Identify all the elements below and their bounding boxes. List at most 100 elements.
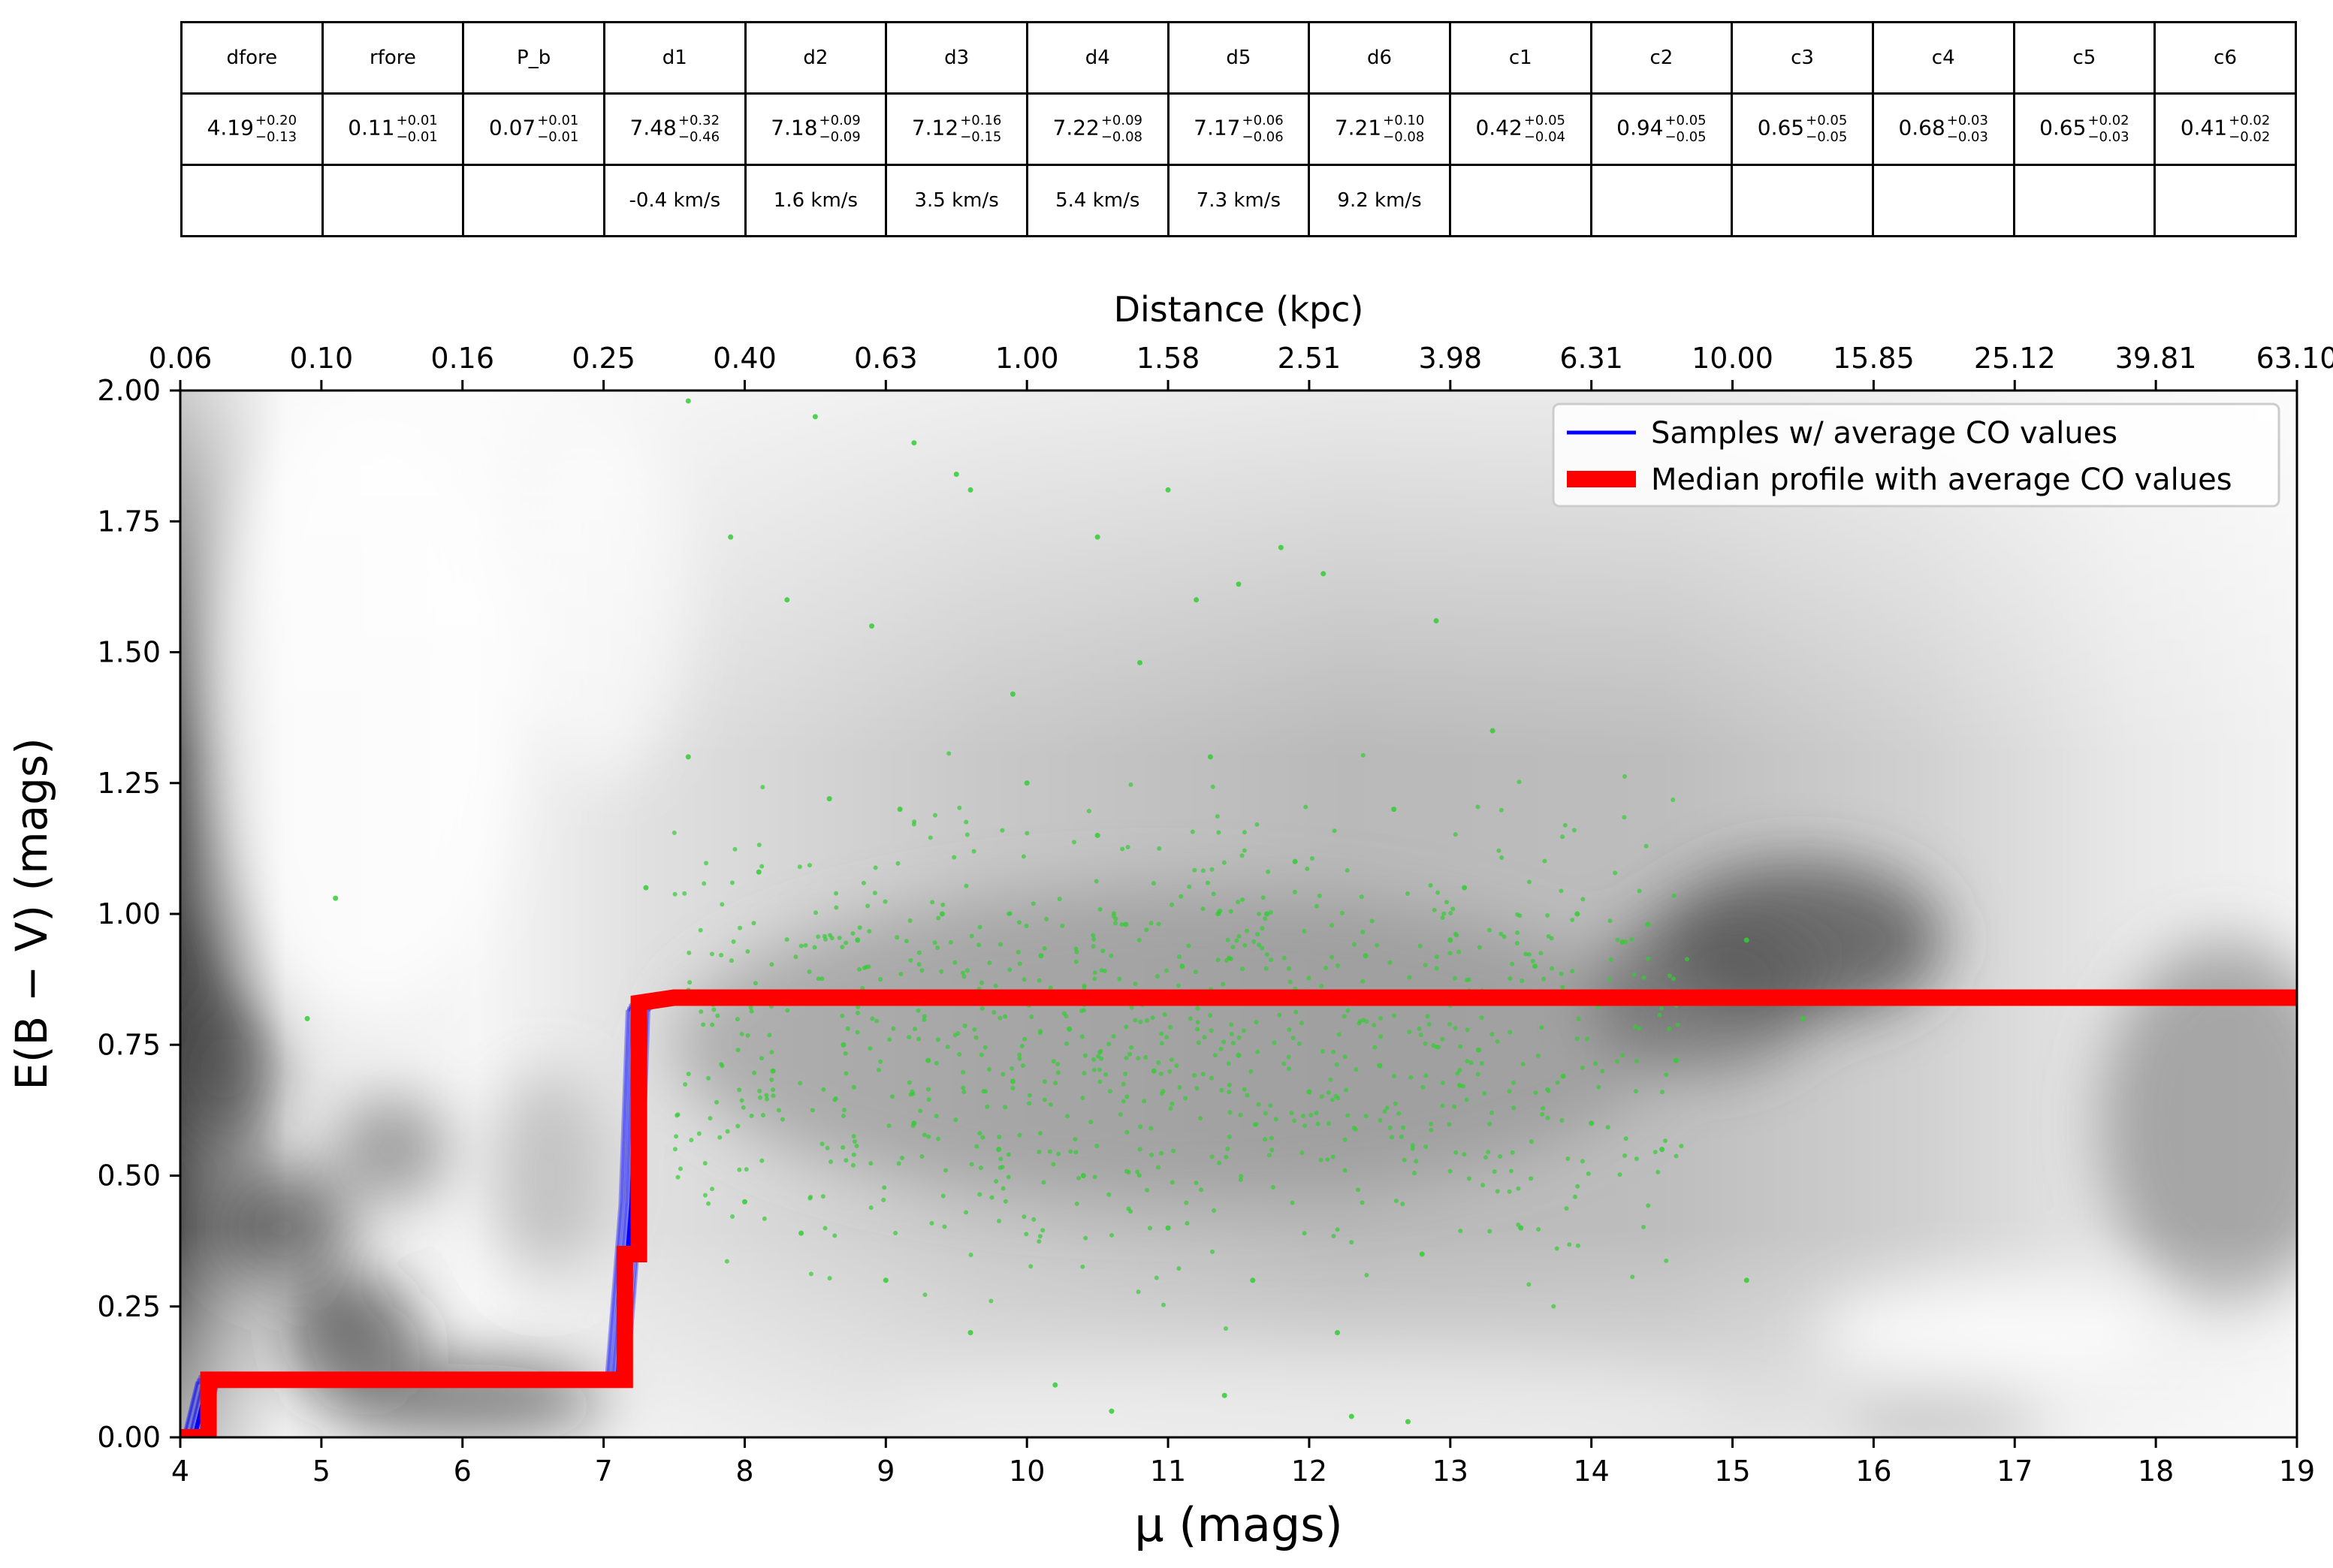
scatter-point <box>1092 1174 1097 1180</box>
scatter-point <box>841 1144 846 1150</box>
scatter-point <box>1031 1217 1037 1222</box>
scatter-point <box>1450 906 1456 912</box>
scatter-point <box>1064 1041 1069 1046</box>
scatter-point <box>854 1144 859 1149</box>
scatter-point <box>1542 858 1547 864</box>
scatter-point <box>1135 1169 1140 1174</box>
scatter-point <box>1535 1053 1541 1058</box>
scatter-point <box>1003 1105 1008 1110</box>
scatter-point <box>1145 1018 1150 1023</box>
scatter-point <box>1164 1035 1170 1040</box>
scatter-point <box>919 1154 925 1159</box>
error-plus: +0.02 <box>2229 113 2271 128</box>
scatter-point <box>1225 937 1230 942</box>
scatter-point <box>1242 848 1247 853</box>
scatter-point <box>715 1013 720 1018</box>
scatter-point <box>1179 963 1185 969</box>
scatter-point <box>935 1037 940 1042</box>
scatter-point <box>1092 970 1097 975</box>
scatter-point <box>1171 1148 1176 1153</box>
scatter-point <box>851 1134 856 1139</box>
scatter-point <box>1221 1392 1227 1398</box>
scatter-point <box>1027 1093 1032 1098</box>
scatter-point <box>872 891 877 896</box>
scatter-point <box>749 1113 754 1118</box>
scatter-point <box>1329 954 1335 960</box>
scatter-point <box>1299 1021 1304 1026</box>
legend-label-median: Median profile with average CO values <box>1651 463 2232 497</box>
scatter-point <box>1219 1087 1224 1093</box>
scatter-point <box>834 905 839 910</box>
table-value-rfore: 0.11 +0.01 −0.01 <box>321 92 465 166</box>
scatter-point <box>1389 1135 1394 1140</box>
scatter-point <box>1073 959 1079 964</box>
scatter-point <box>1156 921 1161 927</box>
scatter-point <box>1124 1094 1130 1099</box>
table-header-d4: d4 <box>1025 21 1170 95</box>
scatter-point <box>916 962 922 967</box>
scatter-point <box>953 472 959 478</box>
scatter-point <box>1240 897 1245 902</box>
table-header-c2: c2 <box>1589 21 1734 95</box>
scatter-point <box>720 902 725 907</box>
scatter-point <box>1613 870 1618 876</box>
x-tick-label: 12 <box>1291 1455 1327 1488</box>
table-value-error: +0.16 −0.15 <box>960 113 1001 146</box>
scatter-point <box>1499 855 1505 861</box>
scatter-point <box>1567 1242 1572 1247</box>
scatter-point <box>333 895 339 901</box>
scatter-point <box>687 980 693 985</box>
scatter-point <box>821 1087 826 1092</box>
scatter-point <box>744 1167 749 1172</box>
table-value-p-b: 0.07 +0.01 −0.01 <box>462 92 605 166</box>
y-tick-label: 0.25 <box>97 1290 161 1323</box>
scatter-point <box>1017 961 1022 966</box>
scatter-point <box>934 1060 939 1066</box>
x-tick-label: 6 <box>454 1455 472 1488</box>
scatter-point <box>1047 1149 1052 1154</box>
scatter-point <box>1489 728 1495 734</box>
scatter-point <box>1529 1176 1534 1181</box>
scatter-point <box>1082 1053 1088 1058</box>
scatter-point <box>873 865 878 870</box>
scatter-point <box>841 1108 847 1113</box>
x-tick-label: 13 <box>1432 1455 1468 1488</box>
scatter-point <box>952 960 958 965</box>
scatter-point <box>977 1192 982 1197</box>
scatter-point <box>852 1138 857 1144</box>
scatter-point <box>1550 966 1555 971</box>
scatter-point <box>826 796 832 802</box>
scatter-point <box>934 1114 939 1119</box>
top-tick-label: 25.12 <box>1974 342 2056 375</box>
top-tick-label: 15.85 <box>1833 342 1915 375</box>
scatter-point <box>1360 1200 1365 1205</box>
table-velocity-d4: 5.4 km/s <box>1025 164 1170 237</box>
table-velocity-d2: 1.6 km/s <box>744 164 888 237</box>
y-tick-label: 1.75 <box>97 505 161 538</box>
scatter-point <box>1331 1049 1336 1054</box>
scatter-point <box>756 843 762 848</box>
scatter-point <box>1575 1243 1580 1248</box>
scatter-point <box>1209 1075 1214 1081</box>
scatter-point <box>1037 1149 1042 1154</box>
scatter-point <box>977 1131 982 1136</box>
scatter-point <box>1207 754 1213 760</box>
scatter-point <box>1109 1232 1115 1238</box>
scatter-point <box>1679 1144 1684 1149</box>
scatter-point <box>1082 983 1087 988</box>
scatter-point <box>1447 1122 1452 1127</box>
scatter-point <box>988 1298 994 1304</box>
x-tick-label: 7 <box>595 1455 613 1488</box>
scatter-point <box>769 1077 774 1082</box>
scatter-point <box>1151 881 1156 886</box>
scatter-point <box>1221 982 1226 987</box>
scatter-point <box>735 1017 740 1022</box>
scatter-point <box>1419 1251 1425 1257</box>
table-header-d2: d2 <box>744 21 888 95</box>
scatter-point <box>1378 1016 1384 1021</box>
scatter-point <box>725 1129 730 1134</box>
scatter-point <box>1576 1016 1581 1021</box>
scatter-point <box>1053 1081 1058 1086</box>
scatter-point <box>739 1031 744 1036</box>
